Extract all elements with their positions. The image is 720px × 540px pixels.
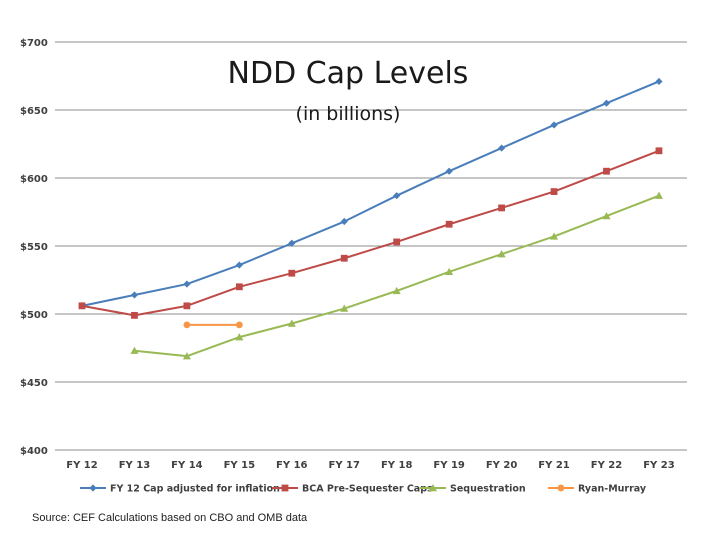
x-tick-label: FY 14 — [171, 460, 203, 471]
legend-swatch-marker — [89, 484, 97, 492]
series-line — [81, 149, 660, 317]
x-tick-label: FY 18 — [381, 460, 413, 471]
y-tick-label: $450 — [20, 378, 48, 389]
data-point — [603, 167, 610, 175]
legend-label: Ryan-Murray — [578, 484, 647, 495]
data-point — [340, 254, 348, 262]
legend-swatch-marker — [557, 484, 565, 492]
data-point — [183, 302, 191, 310]
x-tick-label: FY 16 — [276, 460, 308, 471]
legend-item: FY 12 Cap adjusted for inflation — [80, 484, 280, 495]
data-point — [445, 267, 454, 276]
y-tick-label: $400 — [20, 446, 48, 457]
data-point — [183, 321, 191, 329]
y-tick-label: $650 — [20, 106, 48, 117]
x-tick-label: FY 20 — [486, 460, 518, 471]
data-point — [131, 311, 138, 319]
data-point — [288, 269, 296, 277]
x-tick-label: FY 23 — [643, 460, 675, 471]
data-point — [392, 286, 401, 295]
series-line — [81, 80, 660, 307]
data-point — [287, 319, 296, 327]
data-point — [235, 283, 243, 291]
y-tick-label: $500 — [20, 310, 48, 321]
series-1 — [78, 147, 663, 319]
data-point — [182, 352, 191, 360]
data-point — [235, 321, 243, 329]
legend-item: Sequestration — [420, 484, 526, 495]
data-point — [498, 144, 506, 152]
source-note: Source: CEF Calculations based on CBO an… — [32, 512, 308, 524]
data-point — [654, 191, 663, 199]
data-point — [130, 346, 139, 354]
data-point — [393, 192, 401, 200]
data-point — [550, 188, 558, 195]
x-tick-label: FY 21 — [538, 460, 570, 471]
y-tick-label: $550 — [20, 242, 48, 253]
x-tick-label: FY 17 — [329, 460, 361, 471]
data-point — [602, 212, 611, 220]
data-point — [497, 250, 506, 258]
data-point — [550, 121, 558, 129]
data-point — [445, 220, 453, 228]
data-point — [130, 291, 139, 299]
legend-swatch-marker — [281, 484, 289, 492]
data-point — [655, 77, 663, 86]
chart-subtitle: (in billions) — [296, 103, 401, 125]
data-point — [655, 147, 663, 155]
data-point — [602, 99, 611, 107]
x-tick-label: FY 15 — [224, 460, 256, 471]
data-point — [235, 261, 243, 269]
series-3 — [183, 321, 243, 329]
y-tick-label: $600 — [20, 174, 48, 185]
legend-label: Sequestration — [450, 484, 526, 495]
legend-label: BCA Pre-Sequester Caps — [302, 484, 433, 495]
data-point — [445, 167, 453, 175]
data-point — [183, 280, 191, 288]
data-point — [550, 232, 559, 240]
data-point — [78, 302, 86, 310]
legend-item: Ryan-Murray — [548, 484, 647, 495]
legend-swatch-marker — [429, 484, 437, 492]
y-tick-label: $700 — [20, 38, 48, 49]
data-point — [340, 304, 349, 312]
legend-label: FY 12 Cap adjusted for inflation — [110, 484, 280, 495]
chart-title: NDD Cap Levels — [228, 56, 469, 91]
data-point — [498, 204, 505, 212]
x-tick-label: FY 13 — [119, 460, 151, 471]
data-point — [340, 217, 348, 226]
legend-item: BCA Pre-Sequester Caps — [272, 484, 433, 495]
data-point — [288, 239, 296, 247]
data-point — [235, 333, 244, 341]
x-tick-label: FY 12 — [66, 460, 98, 471]
data-point — [393, 238, 401, 246]
series-2 — [130, 191, 663, 360]
x-tick-label: FY 19 — [433, 460, 465, 471]
x-tick-label: FY 22 — [591, 460, 623, 471]
